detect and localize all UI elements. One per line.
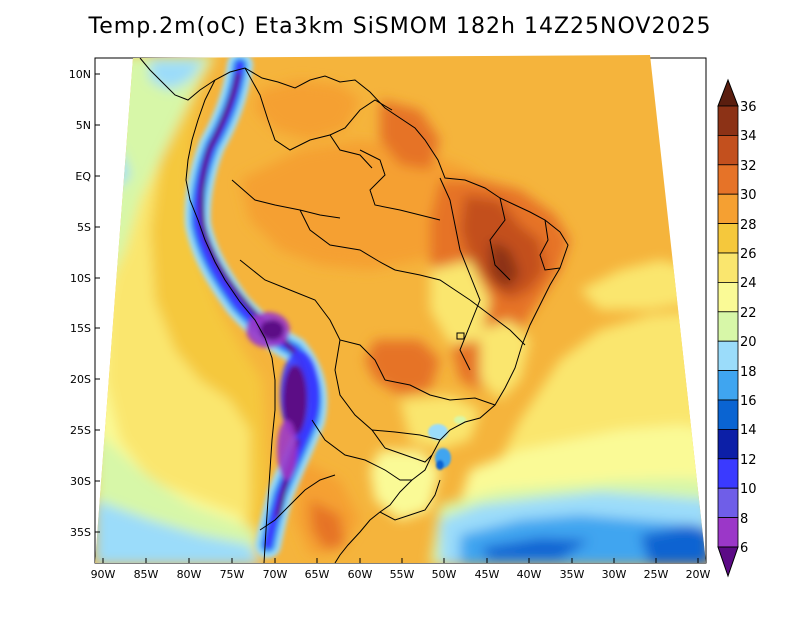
colorbar-segment-32-34 (717, 134, 739, 166)
border-state-bahia (469, 299, 526, 346)
colorbar-label-12: 12 (740, 453, 757, 468)
border-bolivia-paraguay (334, 339, 386, 449)
border-colombia-peru (231, 179, 341, 219)
colorbar-segment-24-26 (717, 252, 739, 283)
lon-label-75w: 75W (220, 568, 245, 581)
lat-label-35s: 35S (70, 526, 91, 539)
border-state-tocantins (439, 177, 481, 371)
lon-label-35w: 35W (560, 568, 585, 581)
colorbar-segment-22-24 (717, 281, 739, 313)
border-uruguay (379, 479, 441, 521)
border-state-minas (384, 379, 496, 406)
border-peru-bolivia (239, 259, 386, 381)
colorbar-segment-16-18 (717, 370, 739, 401)
colorbar-segment-26-28 (717, 223, 739, 254)
colorbar-label-32: 32 (740, 159, 757, 174)
colorbar-label-30: 30 (740, 188, 757, 203)
lat-label-eq: EQ (75, 170, 91, 183)
lon-label-70w: 70W (263, 568, 288, 581)
border-state-piaui (489, 197, 511, 281)
colorbar-label-26: 26 (740, 247, 757, 262)
colorbar-segment-14-16 (717, 399, 739, 430)
lat-label-5s: 5S (77, 221, 91, 234)
colorbar-label-36: 36 (740, 100, 757, 115)
political-boundaries (139, 57, 569, 564)
lon-label-60w: 60W (348, 568, 373, 581)
lon-label-55w: 55W (390, 568, 415, 581)
colorbar-label-20: 20 (740, 335, 757, 350)
colorbar-segment-20-22 (717, 311, 739, 342)
border-brazil-north (299, 209, 396, 271)
map-title: Temp.2m(oC) Eta3km SiSMOM 182h 14Z25NOV2… (88, 14, 712, 39)
colorbar-top-triangle (717, 78, 739, 107)
longitude-ticks (102, 558, 699, 563)
colorbar-label-8: 8 (740, 512, 748, 527)
colorbar-segment-6-8 (717, 517, 739, 548)
colorbar-label-28: 28 (740, 218, 757, 233)
atlantic-ocean-field (430, 260, 706, 563)
colorbar-label-16: 16 (740, 394, 757, 409)
colorbar-segment-18-20 (717, 340, 739, 372)
border-chile-argentina-south (259, 474, 336, 531)
border-venezuela-colombia (244, 67, 373, 169)
lon-label-45w: 45W (475, 568, 500, 581)
colorbar-segment-10-12 (717, 458, 739, 489)
lon-label-80w: 80W (177, 568, 202, 581)
colorbar: 36 34 32 30 28 26 24 22 20 18 16 14 12 1… (717, 78, 757, 578)
colorbar-label-18: 18 (740, 365, 757, 380)
border-state-matogrosso (394, 269, 471, 301)
temperature-field (95, 55, 706, 563)
latitude-ticks (95, 73, 100, 533)
border-state-parana (371, 429, 441, 441)
lat-label-10s: 10S (70, 272, 91, 285)
lat-label-25s: 25S (70, 424, 91, 437)
border-guyana (329, 99, 393, 136)
lon-label-40w: 40W (517, 568, 542, 581)
lon-label-30w: 30W (602, 568, 627, 581)
border-state-nordeste (539, 219, 561, 271)
lat-label-30s: 30S (70, 475, 91, 488)
atlantic-coastline (139, 57, 569, 564)
colorbar-label-34: 34 (740, 129, 757, 144)
colorbar-segment-12-14 (717, 428, 739, 460)
colorbar-bottom-triangle (717, 546, 739, 578)
lon-label-50w: 50W (432, 568, 457, 581)
lat-label-20s: 20S (70, 373, 91, 386)
colorbar-segment-28-30 (717, 193, 739, 224)
colorbar-label-10: 10 (740, 482, 757, 497)
colorbar-label-22: 22 (740, 306, 757, 321)
federal-district (456, 332, 465, 340)
lon-label-20w: 20W (686, 568, 711, 581)
lon-label-25w: 25W (644, 568, 669, 581)
colorbar-segment-34-36 (717, 105, 739, 136)
lon-label-90w: 90W (91, 568, 116, 581)
lat-label-10n: 10N (69, 68, 91, 81)
border-brazil-state-north (359, 149, 441, 221)
lon-label-85w: 85W (134, 568, 159, 581)
border-argentina (311, 419, 412, 481)
southeast-cool-patches (428, 416, 466, 470)
colorbar-segment-8-10 (717, 487, 739, 519)
lon-label-65w: 65W (305, 568, 330, 581)
colorbar-segment-30-32 (717, 164, 739, 195)
border-state-santa-catarina (384, 447, 433, 463)
colorbar-label-6: 6 (740, 541, 748, 556)
lat-label-15s: 15S (70, 322, 91, 335)
pacific-coastline (185, 79, 276, 564)
colorbar-label-14: 14 (740, 423, 757, 438)
colorbar-label-24: 24 (740, 276, 757, 291)
lat-label-5n: 5N (76, 119, 91, 132)
